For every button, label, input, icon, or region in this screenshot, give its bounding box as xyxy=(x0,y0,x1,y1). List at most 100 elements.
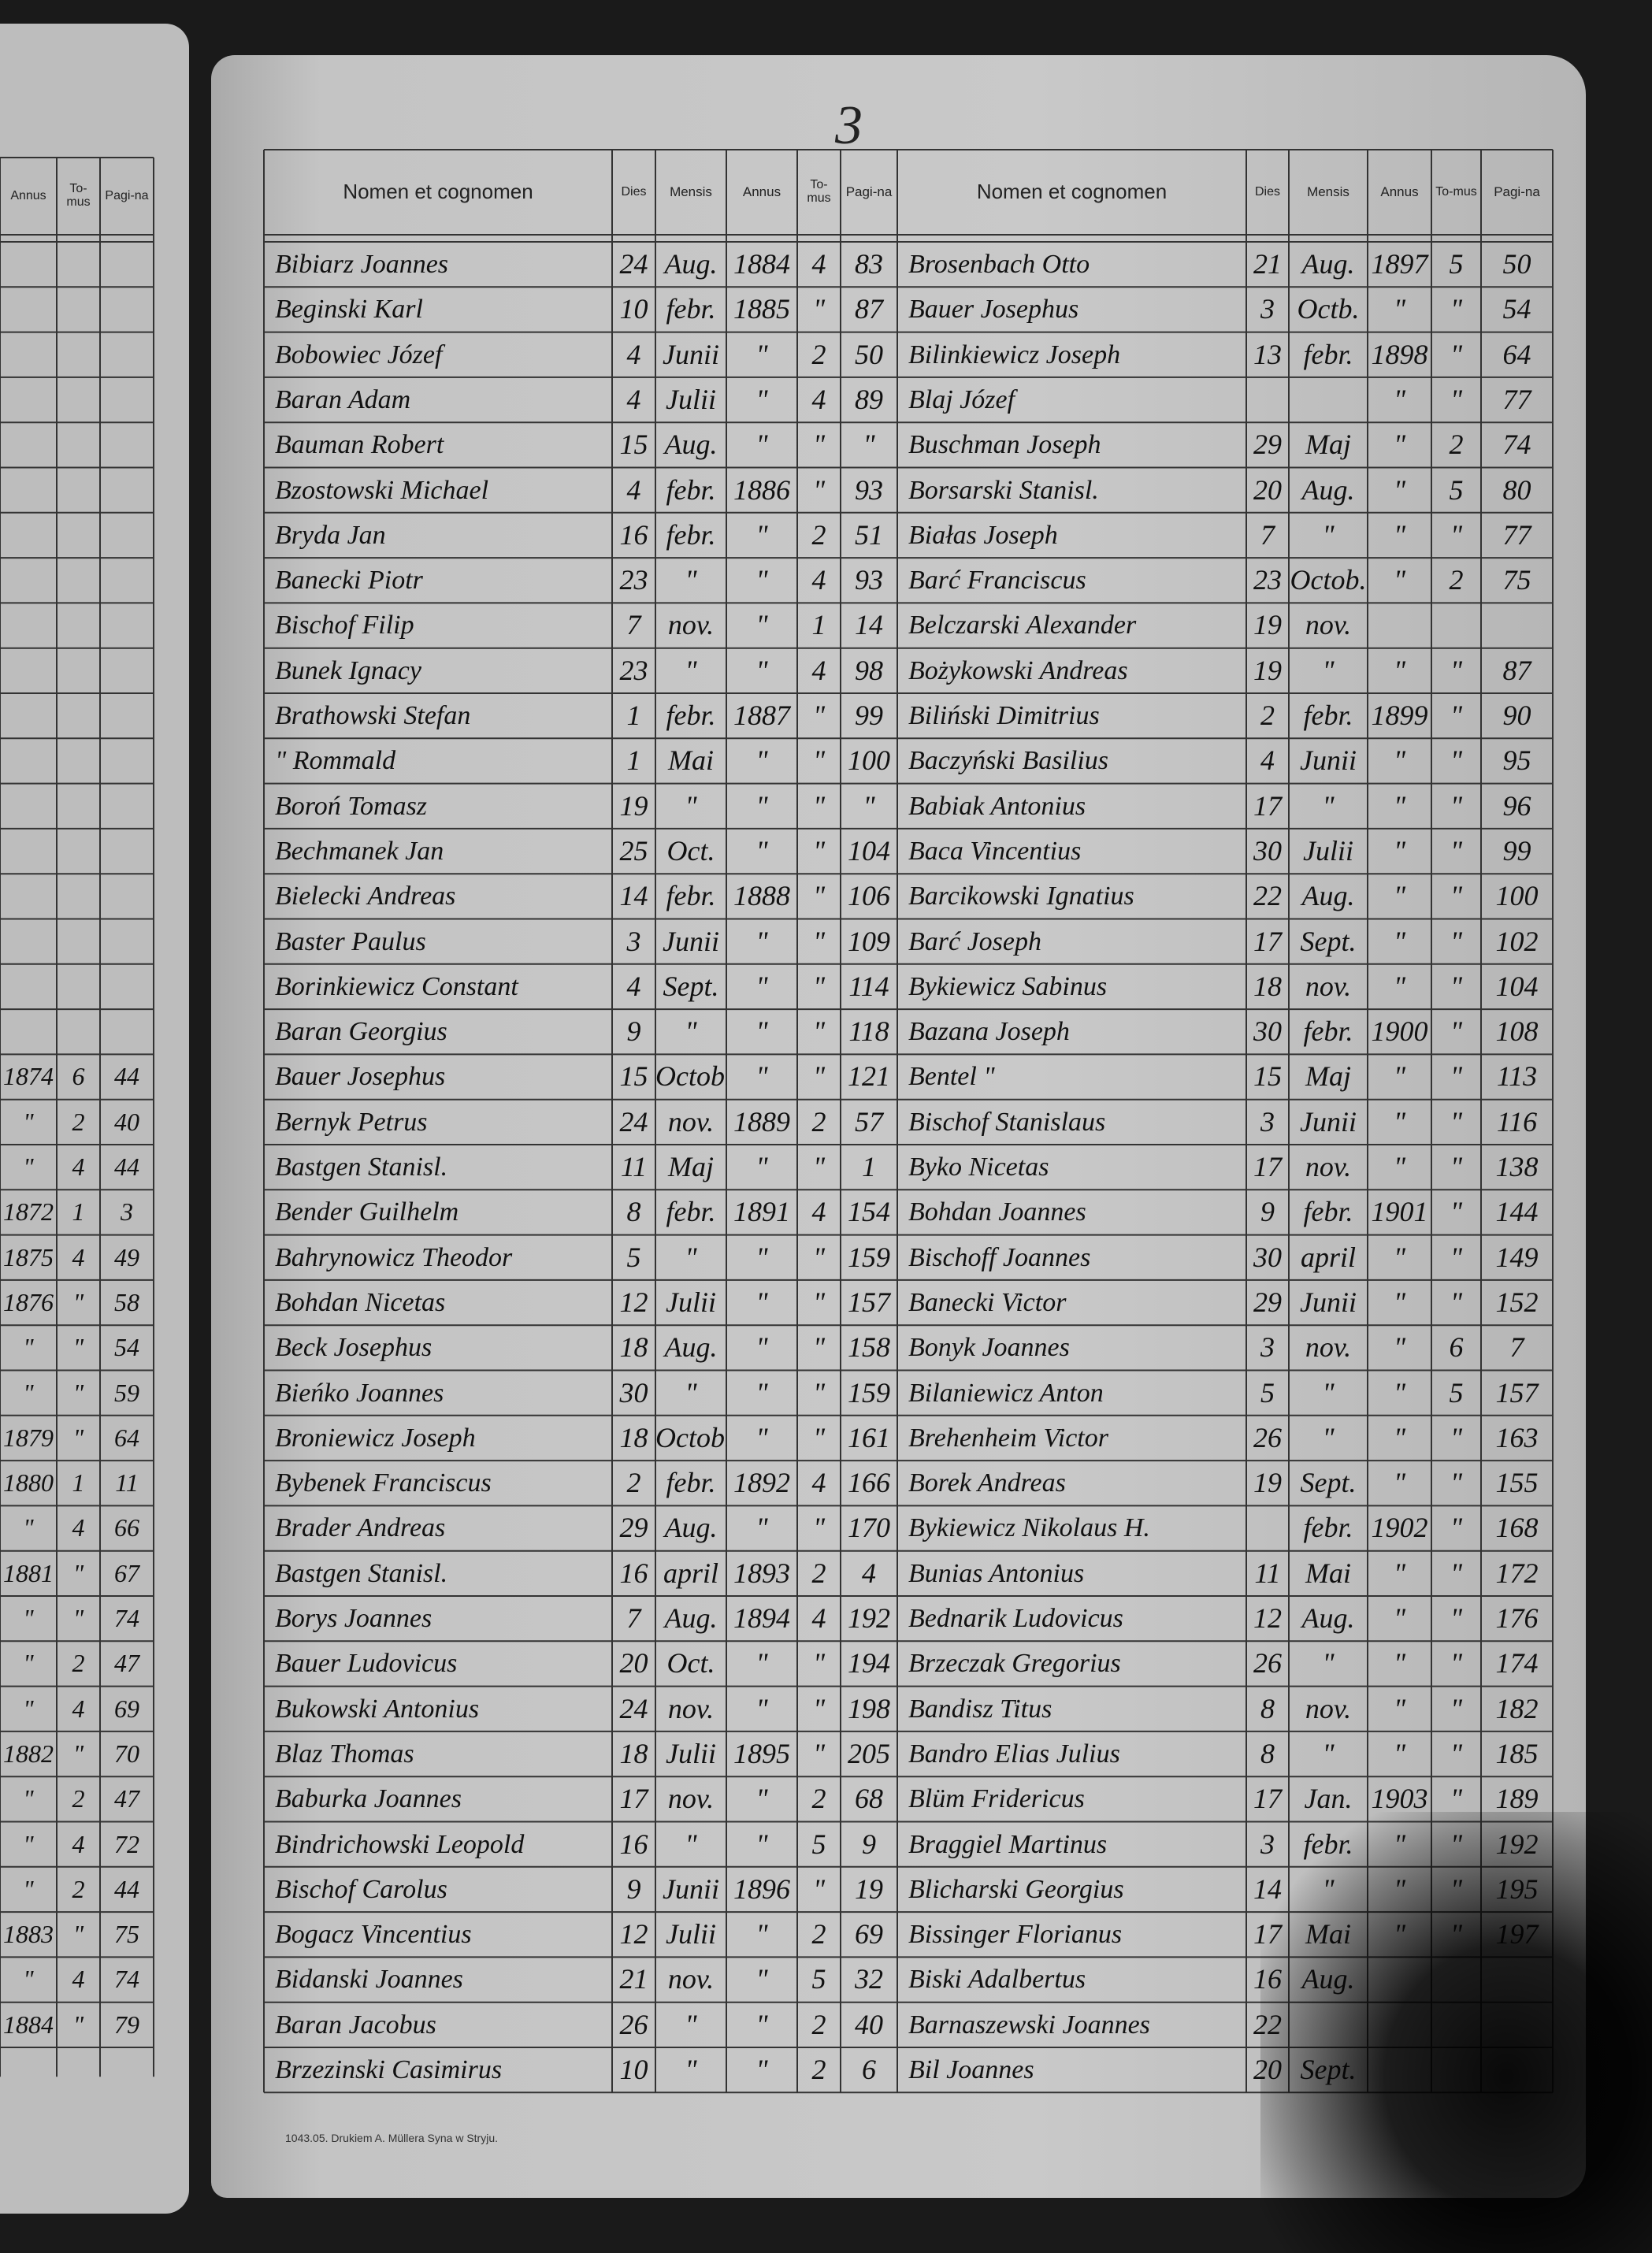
entry-cell: " xyxy=(1393,1151,1406,1182)
entry-cell: 172 xyxy=(1495,1557,1539,1589)
entry-cell: 1881 xyxy=(3,1558,54,1587)
entry-cell: 15 xyxy=(1253,1060,1282,1093)
entry-cell: " xyxy=(755,1512,768,1544)
name-cell: Bonyk Joannes xyxy=(908,1333,1070,1363)
name-cell: Baran Adam xyxy=(275,384,411,414)
name-cell: Borys Joannes xyxy=(275,1604,432,1633)
entry-cell: 23 xyxy=(619,564,648,596)
name-cell: Belczarski Alexander xyxy=(908,611,1137,640)
name-cell: Bauer Josephus xyxy=(275,1062,446,1092)
entry-cell: nov. xyxy=(667,609,715,641)
entry-cell: 1 xyxy=(626,744,641,777)
entry-cell: " xyxy=(812,925,826,957)
entry-cell: 2 xyxy=(811,1557,826,1589)
entry-cell: Junii xyxy=(663,1873,719,1905)
entry-cell: " xyxy=(1393,1286,1406,1318)
entry-cell: febr. xyxy=(666,700,716,731)
entry-cell: " xyxy=(1393,1105,1406,1138)
entry-cell: " xyxy=(1450,700,1463,731)
entry-cell: 2 xyxy=(626,1467,641,1499)
entry-cell: 1891 xyxy=(733,1196,790,1228)
entry-cell: " xyxy=(1393,744,1406,777)
entry-cell: 68 xyxy=(855,1783,883,1815)
entry-cell: 30 xyxy=(1253,1015,1282,1048)
entry-cell: " xyxy=(755,1151,768,1182)
entry-cell: " xyxy=(812,1015,826,1048)
entry-cell: 9 xyxy=(1260,1196,1275,1228)
entry-cell: 4 xyxy=(626,473,641,506)
entry-cell: 2 xyxy=(1449,429,1464,461)
entry-cell: 89 xyxy=(855,383,883,415)
entry-cell: " xyxy=(812,970,826,1002)
entry-cell: 19 xyxy=(1253,1467,1282,1499)
entry-cell: Maj xyxy=(1305,429,1351,461)
entry-cell: 10 xyxy=(619,293,648,325)
entry-cell: 16 xyxy=(619,1557,648,1589)
entry-cell: " xyxy=(23,1965,34,1994)
entry-cell: 7 xyxy=(626,609,641,641)
entry-cell: " xyxy=(755,1015,768,1048)
entry-cell: 26 xyxy=(1253,1647,1282,1680)
entry-cell: 170 xyxy=(848,1512,890,1544)
entry-cell: 16 xyxy=(619,1828,648,1860)
entry-cell: " xyxy=(72,1739,84,1768)
entry-cell: 1885 xyxy=(733,293,790,325)
entry-cell: 74 xyxy=(114,1965,139,1994)
column-header: Mensis xyxy=(1307,184,1349,200)
entry-cell: " xyxy=(1393,1060,1406,1093)
entry-cell: 1880 xyxy=(3,1468,54,1498)
entry-cell: 1 xyxy=(626,700,641,731)
entry-cell: 18 xyxy=(619,1331,648,1364)
entry-cell: " xyxy=(1393,834,1406,867)
entry-cell: 1903 xyxy=(1371,1783,1428,1815)
entry-cell: 87 xyxy=(855,293,883,325)
entry-cell: Aug. xyxy=(1301,880,1355,912)
entry-cell: 1882 xyxy=(3,1739,54,1768)
entry-cell: 87 xyxy=(1502,654,1531,686)
name-cell: Borek Andreas xyxy=(908,1468,1066,1498)
entry-cell: " xyxy=(1322,1647,1335,1680)
entry-cell: 4 xyxy=(72,1242,85,1271)
entry-cell: 23 xyxy=(1253,564,1282,596)
column-header: To-mus xyxy=(66,182,91,209)
entry-cell: " xyxy=(812,1376,826,1409)
entry-cell: " xyxy=(1450,1828,1463,1860)
entry-cell: " xyxy=(72,1287,84,1316)
entry-cell: " xyxy=(1322,1873,1335,1905)
entry-cell: " xyxy=(755,1421,768,1453)
column-header: Dies xyxy=(621,184,647,199)
name-cell: Bednarik Ludovicus xyxy=(908,1604,1123,1633)
name-cell: Bahrynowicz Theodor xyxy=(275,1242,513,1272)
name-cell: Beginski Karl xyxy=(275,295,423,325)
entry-cell: 17 xyxy=(1253,1151,1282,1182)
entry-cell: 1884 xyxy=(733,248,790,280)
entry-cell: 7 xyxy=(1509,1331,1524,1364)
name-cell: Bryda Jan xyxy=(275,520,386,550)
entry-cell: " xyxy=(72,1333,84,1362)
entry-cell: " xyxy=(23,1333,34,1362)
column-header: Pagi-na xyxy=(105,188,149,202)
name-cell: Bilaniewicz Anton xyxy=(908,1378,1104,1408)
entry-cell: 5 xyxy=(1449,473,1464,506)
entry-cell: 49 xyxy=(114,1242,139,1271)
entry-cell: " xyxy=(1450,744,1463,777)
entry-cell: Octb. xyxy=(1297,293,1360,325)
entry-cell: " xyxy=(812,880,826,912)
name-cell: Bandro Elias Julius xyxy=(908,1739,1120,1769)
name-cell: Blaz Thomas xyxy=(275,1739,414,1769)
entry-cell: 44 xyxy=(114,1062,139,1091)
entry-cell: nov. xyxy=(667,1692,715,1724)
name-cell: Bybenek Franciscus xyxy=(275,1468,492,1498)
entry-cell: 108 xyxy=(1495,1015,1539,1048)
entry-cell: febr. xyxy=(1303,700,1353,731)
entry-cell: 1883 xyxy=(3,1920,54,1949)
entry-cell: 149 xyxy=(1495,1241,1539,1273)
entry-cell: 30 xyxy=(1253,834,1282,867)
entry-cell: Aug. xyxy=(1301,473,1355,506)
entry-cell: 189 xyxy=(1495,1783,1539,1815)
entry-cell: 5 xyxy=(1260,1376,1275,1409)
entry-cell: 66 xyxy=(114,1513,139,1542)
entry-cell: 4 xyxy=(811,1467,826,1499)
